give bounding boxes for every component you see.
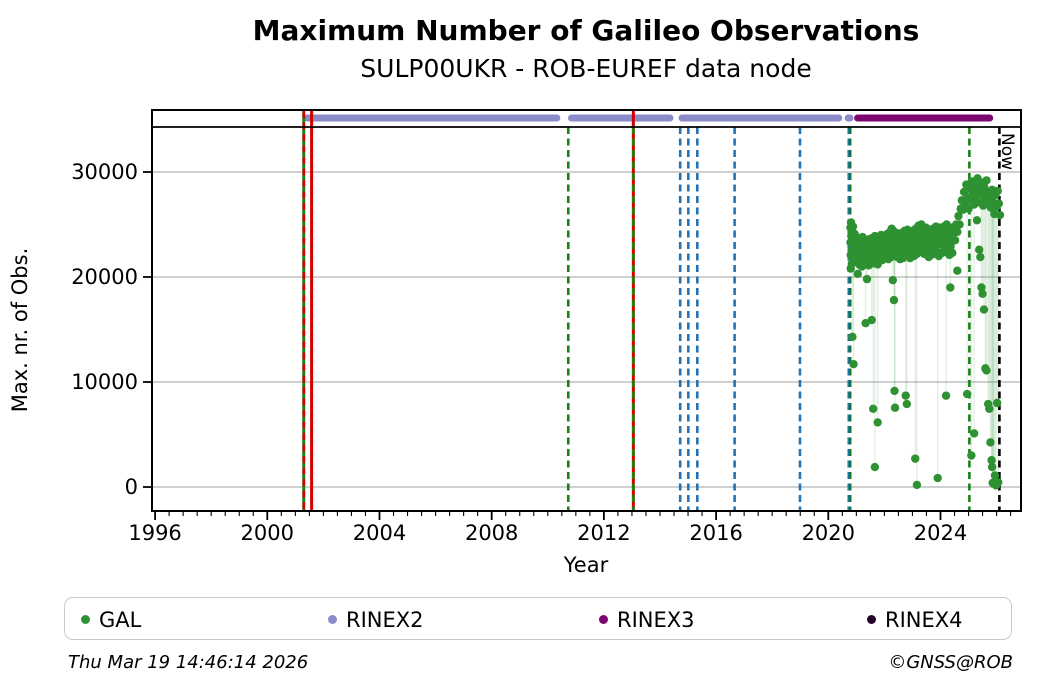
y-axis-label: Max. nr. of Obs.	[8, 248, 32, 413]
y-axis: 0 10000 20000 30000	[71, 160, 152, 499]
rinex2-legend-marker-icon	[328, 615, 337, 624]
data-point	[972, 216, 982, 225]
data-point	[975, 245, 984, 254]
rinex2-availability-bar	[303, 114, 561, 122]
data-point	[987, 456, 996, 465]
x-tick-label: 2024	[914, 521, 967, 545]
legend-label: RINEX2	[346, 607, 424, 632]
data-point	[967, 451, 976, 460]
data-point	[941, 391, 951, 400]
plot-frame	[151, 109, 1022, 512]
data-point	[986, 438, 995, 447]
data-point	[987, 462, 997, 472]
data-point	[889, 295, 899, 305]
legend-label: RINEX3	[617, 607, 695, 632]
data-point	[902, 399, 912, 409]
x-tick-label: 1996	[128, 521, 181, 545]
data-point	[982, 176, 991, 185]
x-tick-label: 2004	[353, 521, 406, 545]
x-tick-label: 2012	[577, 521, 630, 545]
data-point	[976, 252, 985, 262]
data-point	[990, 471, 1000, 480]
data-point	[994, 199, 1004, 208]
data-point	[868, 404, 878, 413]
data-point	[901, 391, 910, 400]
x-axis-label: Year	[563, 553, 609, 577]
data-point	[890, 386, 899, 396]
y-tick-label: 10000	[71, 370, 138, 394]
gridlines	[152, 171, 1021, 488]
data-point	[848, 332, 857, 342]
plot-timestamp: Thu Mar 19 14:46:14 2026	[68, 652, 309, 673]
data-point	[888, 275, 898, 285]
rinex2-availability-bar	[678, 114, 843, 122]
data-point	[977, 283, 986, 292]
x-tick-label: 2008	[465, 521, 518, 545]
rinex2-availability-bar	[567, 114, 674, 122]
y-tick-label: 20000	[71, 265, 138, 289]
data-point	[946, 283, 955, 292]
rinex3-availability-bar	[854, 114, 994, 122]
data-point	[862, 274, 872, 284]
availability-strip	[303, 114, 994, 122]
gal-scatter-series	[846, 174, 1005, 490]
plot-border	[151, 109, 1022, 512]
x-axis: 1996 2000 2004 2008 2012 2016 2020 2024	[128, 511, 1012, 545]
data-point	[870, 462, 880, 472]
y-tick-label: 0	[125, 475, 138, 499]
gal-legend-marker-icon	[81, 615, 90, 624]
data-point	[954, 211, 963, 221]
legend-label: RINEX4	[885, 607, 963, 632]
data-point	[848, 222, 858, 231]
data-point	[992, 398, 1002, 408]
data-point	[953, 266, 962, 275]
data-point	[911, 454, 920, 463]
data-point	[933, 473, 942, 483]
credit-text: ©GNSS@ROB	[888, 652, 1013, 673]
legend-item-gal: GAL	[81, 598, 141, 641]
data-point	[890, 403, 900, 412]
outlier-stems	[851, 207, 999, 486]
data-point	[912, 480, 922, 490]
data-point	[861, 319, 870, 328]
x-tick-label: 2000	[241, 521, 294, 545]
x-tick-label: 2016	[689, 521, 742, 545]
y-tick-label: 30000	[71, 160, 138, 184]
legend: GAL RINEX2 RINEX3 RINEX4	[64, 597, 1012, 640]
data-point	[995, 210, 1005, 220]
data-point	[962, 389, 972, 399]
data-point	[849, 359, 858, 369]
data-point	[978, 289, 987, 298]
legend-item-rinex3: RINEX3	[599, 598, 695, 641]
legend-label: GAL	[99, 607, 142, 632]
data-point	[948, 248, 957, 258]
rinex2-availability-bar	[844, 114, 854, 122]
now-label: Now	[997, 133, 1017, 170]
data-point	[953, 227, 962, 237]
data-point	[873, 418, 882, 427]
legend-item-rinex2: RINEX2	[328, 598, 424, 641]
legend-item-rinex4: RINEX4	[867, 598, 963, 641]
chart-title: Maximum Number of Galileo Observations	[253, 14, 920, 47]
x-tick-label: 2020	[802, 521, 855, 545]
data-point	[969, 429, 979, 438]
data-point	[994, 478, 1003, 487]
data-point	[955, 220, 964, 229]
data-point	[867, 315, 876, 325]
data-point	[950, 236, 960, 245]
data-point	[982, 366, 991, 375]
data-point	[993, 186, 1002, 196]
data-point	[853, 269, 862, 279]
rinex3-legend-marker-icon	[599, 615, 608, 624]
chart-subtitle: SULP00UKR - ROB-EUREF data node	[360, 54, 811, 83]
rinex4-legend-marker-icon	[867, 615, 876, 624]
data-point	[979, 305, 989, 314]
data-point	[985, 404, 994, 413]
